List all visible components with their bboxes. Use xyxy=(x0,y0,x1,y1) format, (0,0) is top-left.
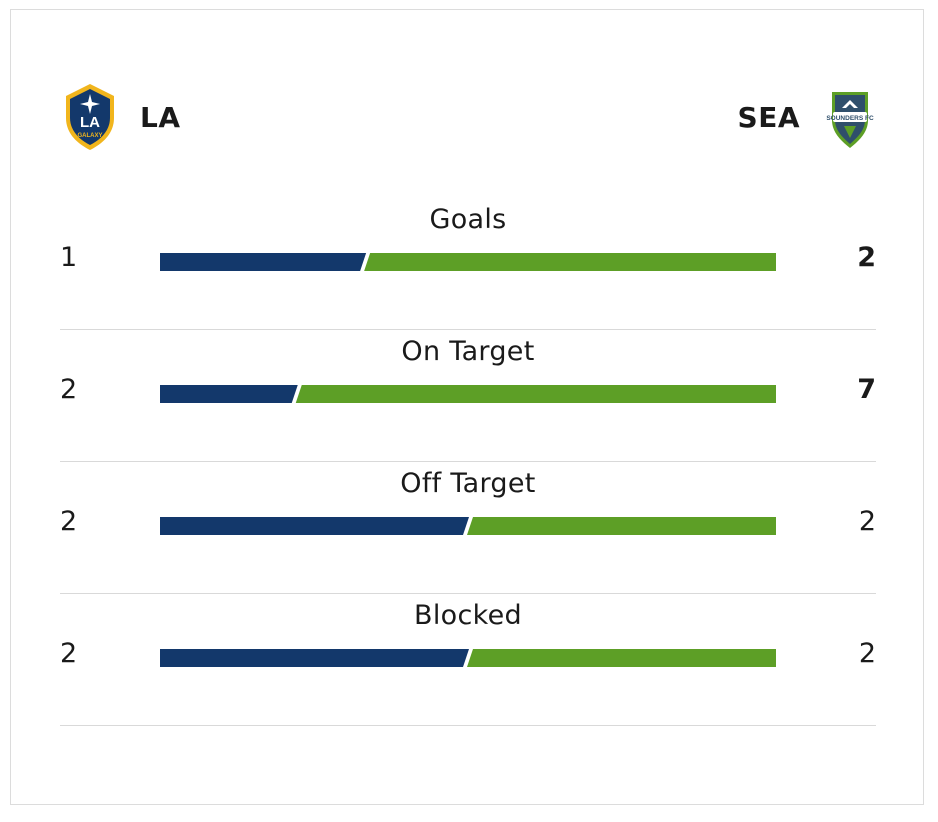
la-galaxy-crest-icon: LA GALAXY xyxy=(66,84,114,150)
seattle-sounders-crest-icon: SOUNDERS FC xyxy=(826,92,874,148)
svg-text:SOUNDERS FC: SOUNDERS FC xyxy=(826,115,874,122)
stat-row-on-target: On Target 2 7 xyxy=(60,330,876,462)
stat-row-off-target: Off Target 2 2 xyxy=(60,462,876,594)
away-stat-value: 2 xyxy=(858,506,876,537)
stat-row-goals: Goals 1 2 xyxy=(60,198,876,330)
away-stat-value: 2 xyxy=(858,638,876,669)
away-stat-value: 2 xyxy=(857,242,876,273)
away-bar-segment xyxy=(467,517,776,535)
comparison-bar xyxy=(160,385,776,403)
away-stat-value: 7 xyxy=(857,374,876,405)
away-bar-segment xyxy=(295,385,776,403)
away-team-header: SEA SOUNDERS FC xyxy=(738,82,878,152)
svg-text:LA: LA xyxy=(80,114,100,131)
home-team-header: LA GALAXY LA xyxy=(62,82,181,152)
home-stat-value: 2 xyxy=(60,638,78,669)
home-bar-segment xyxy=(160,253,367,271)
stat-label: Off Target xyxy=(400,468,536,499)
home-bar-segment xyxy=(160,649,469,667)
comparison-bar xyxy=(160,253,776,271)
stat-label: Blocked xyxy=(414,600,522,631)
stat-label: On Target xyxy=(401,336,535,367)
home-stat-value: 1 xyxy=(60,242,78,273)
home-bar-segment xyxy=(160,517,469,535)
stat-row-blocked: Blocked 2 2 xyxy=(60,594,876,726)
away-bar-segment xyxy=(467,649,776,667)
away-bar-segment xyxy=(364,253,776,271)
home-stat-value: 2 xyxy=(60,374,78,405)
comparison-bar xyxy=(160,517,776,535)
away-team-name: SEA xyxy=(737,100,800,134)
home-team-name: LA xyxy=(140,100,181,134)
home-bar-segment xyxy=(160,385,298,403)
svg-text:GALAXY: GALAXY xyxy=(77,133,102,139)
home-stat-value: 2 xyxy=(60,506,78,537)
stat-label: Goals xyxy=(429,204,507,235)
comparison-bar xyxy=(160,649,776,667)
match-stats-card xyxy=(10,9,924,805)
